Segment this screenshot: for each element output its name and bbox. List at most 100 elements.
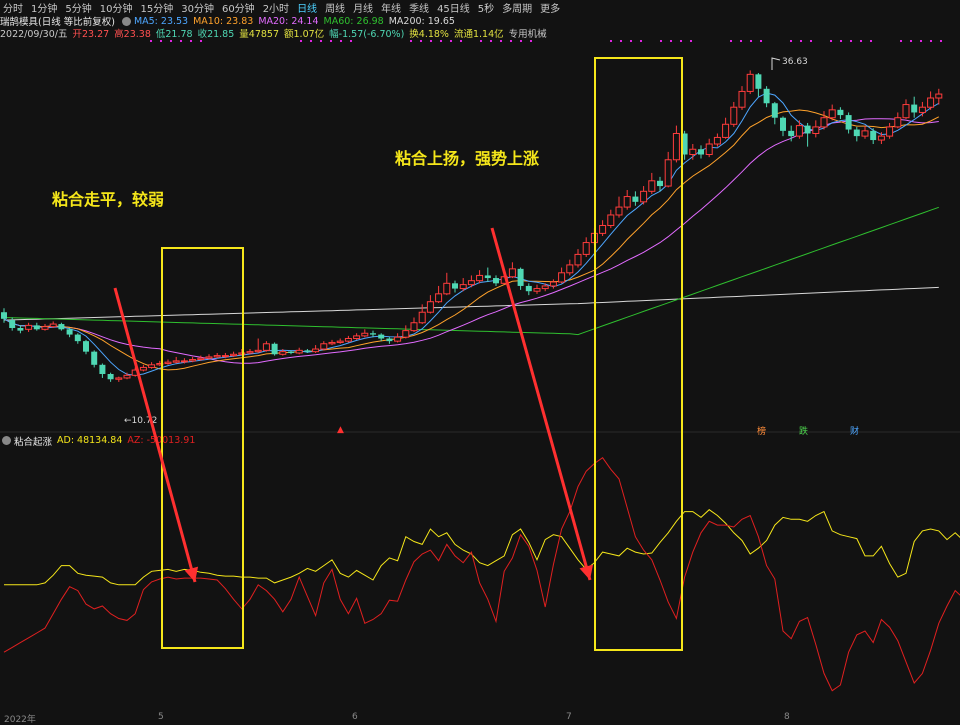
candle-body-up	[599, 224, 607, 234]
period-tab-12[interactable]: 季线	[409, 3, 430, 15]
x-label-may: 5	[158, 712, 164, 722]
signal-dot	[930, 40, 932, 42]
ma10-value: MA10: 23.83	[193, 15, 254, 27]
signal-dot	[760, 40, 762, 42]
indicator-settings-icon[interactable]	[2, 436, 11, 445]
candle-body-up	[886, 126, 894, 137]
candle-body-down	[74, 334, 81, 342]
period-tab-9[interactable]: 周线	[325, 3, 346, 15]
badge-fall[interactable]: 跌	[799, 427, 809, 437]
period-tab-7[interactable]: 2小时	[262, 3, 290, 15]
signal-dot	[330, 40, 332, 42]
period-tab-2[interactable]: 5分钟	[65, 3, 92, 15]
candle-body-up	[394, 336, 402, 342]
candle-body-down	[771, 103, 778, 118]
signal-dot	[610, 40, 612, 42]
candle-body-up	[115, 377, 123, 380]
signal-dot	[830, 40, 832, 42]
candle-body-down	[58, 324, 65, 330]
badge-finance[interactable]: 财	[850, 427, 860, 437]
candle-body-up	[328, 341, 336, 345]
annotation-right: 粘合上扬，强势上涨	[395, 149, 540, 168]
candle-body-down	[853, 129, 860, 137]
period-tab-13[interactable]: 45日线	[437, 3, 470, 15]
candle-body-up	[935, 93, 943, 99]
period-tab-1[interactable]: 1分钟	[31, 3, 58, 15]
signal-dot	[660, 40, 662, 42]
period-tab-0[interactable]: 分时	[3, 3, 23, 15]
candle-body-up	[722, 123, 730, 138]
candle-body-up	[574, 253, 582, 266]
signal-dot	[170, 40, 172, 42]
candle-body-up	[672, 132, 680, 161]
period-toolbar: 分时 1分钟 5分钟 10分钟 15分钟 30分钟 60分钟 2小时 日线 周线 月线 年线 季线 45日…	[0, 0, 960, 15]
period-tab-10[interactable]: 月线	[353, 3, 374, 15]
candle-body-up	[746, 73, 754, 92]
candle-body-up	[230, 353, 238, 357]
period-tab-4[interactable]: 15分钟	[140, 3, 174, 15]
candle-body-up	[344, 338, 352, 342]
period-tab-5[interactable]: 30分钟	[181, 3, 214, 15]
signal-dot	[730, 40, 732, 42]
signal-dot	[500, 40, 502, 42]
candle-body-up	[262, 343, 270, 351]
period-tab-6[interactable]: 60分钟	[221, 3, 255, 15]
period-tab-3[interactable]: 10分钟	[99, 3, 133, 15]
candle-body-up	[615, 206, 623, 216]
candle-body-up	[41, 326, 49, 330]
period-tab-11[interactable]: 年线	[381, 3, 402, 15]
indicator-name[interactable]: 粘合起涨	[14, 436, 53, 448]
candle-body-up	[435, 293, 443, 303]
signal-dot	[490, 40, 492, 42]
period-tab-8[interactable]: 日线	[297, 3, 318, 15]
candle-body-up	[648, 180, 656, 192]
quote-date: 2022/09/30/五	[0, 29, 68, 40]
quote-volume: 量47857	[239, 29, 280, 40]
az-line	[3, 457, 960, 692]
signal-dot	[690, 40, 692, 42]
quote-close: 收21.85	[197, 29, 235, 40]
candle-body-up	[533, 288, 541, 292]
signal-dot	[740, 40, 742, 42]
candle-body-down	[657, 180, 663, 187]
badge-rank[interactable]: 榜	[757, 427, 767, 437]
candle-body-up	[189, 359, 197, 362]
candle-body-down	[837, 109, 844, 116]
period-tab-14[interactable]: 5秒	[477, 3, 495, 15]
candle-body-down	[83, 341, 89, 352]
period-tab-16[interactable]: 更多	[540, 3, 561, 15]
candle-body-up	[459, 284, 467, 290]
ma60-line	[3, 206, 939, 336]
candle-body-down	[870, 130, 877, 141]
candle-body-up	[123, 374, 131, 379]
candle-body-up	[861, 130, 869, 137]
candle-body-down	[17, 328, 24, 331]
candle-body-down	[1, 312, 7, 319]
signal-dot	[520, 40, 522, 42]
candle-body-up	[410, 322, 418, 332]
signal-dot	[440, 40, 442, 42]
period-tab-15[interactable]: 多周期	[502, 3, 533, 15]
stock-name: 瑞鹄模具(日线 等比前复权)	[0, 17, 115, 28]
candle-body-up	[820, 117, 828, 128]
x-label-jun: 6	[352, 712, 358, 722]
candle-body-down	[271, 343, 278, 355]
signal-dot	[860, 40, 862, 42]
ma5-value: MA5: 23.53	[133, 15, 189, 27]
signal-dot	[300, 40, 302, 42]
price-high-pointer	[771, 57, 781, 70]
ma20-line	[3, 118, 939, 364]
signal-dot	[430, 40, 432, 42]
signal-dot	[850, 40, 852, 42]
settings-icon[interactable]	[121, 16, 131, 26]
signal-dot	[420, 40, 422, 42]
signal-dot	[310, 40, 312, 42]
signal-dot	[810, 40, 812, 42]
candle-body-down	[780, 117, 786, 131]
ma20-value: MA20: 24.14	[258, 15, 319, 27]
candle-body-up	[180, 360, 188, 363]
quote-float: 流通1.14亿	[453, 29, 504, 40]
candle-body-down	[484, 275, 491, 279]
candle-body-up	[640, 190, 648, 203]
